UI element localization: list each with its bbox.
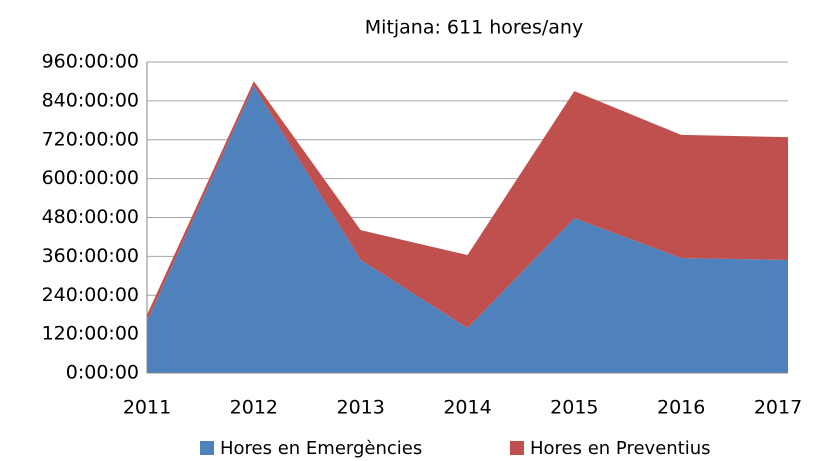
x-tick-label: 2012 <box>230 397 278 419</box>
area <box>147 85 788 374</box>
y-tick-label: 960:00:00 <box>42 51 139 73</box>
y-tick-label: 240:00:00 <box>42 284 139 306</box>
area <box>147 81 788 328</box>
y-tick-label: 600:00:00 <box>42 167 139 189</box>
legend-swatch <box>200 441 214 455</box>
legend-swatch <box>510 441 524 455</box>
x-tick-label: 2017 <box>754 397 802 419</box>
x-tick-label: 2011 <box>123 397 171 419</box>
x-tick-label: 2015 <box>550 397 598 419</box>
y-tick-label: 120:00:00 <box>42 323 139 345</box>
y-tick-label: 480:00:00 <box>42 206 139 228</box>
legend-label: Hores en Emergències <box>220 438 422 459</box>
y-tick-label: 720:00:00 <box>42 128 139 150</box>
y-tick-label: 840:00:00 <box>42 89 139 111</box>
x-tick-label: 2013 <box>336 397 384 419</box>
y-tick-label: 0:00:00 <box>66 362 139 384</box>
y-tick-label: 360:00:00 <box>42 245 139 267</box>
x-tick-label: 2016 <box>657 397 705 419</box>
x-tick-label: 2014 <box>443 397 491 419</box>
legend-label: Hores en Preventius <box>530 438 711 459</box>
chart-title: Mitjana: 611 hores/any <box>365 17 583 39</box>
